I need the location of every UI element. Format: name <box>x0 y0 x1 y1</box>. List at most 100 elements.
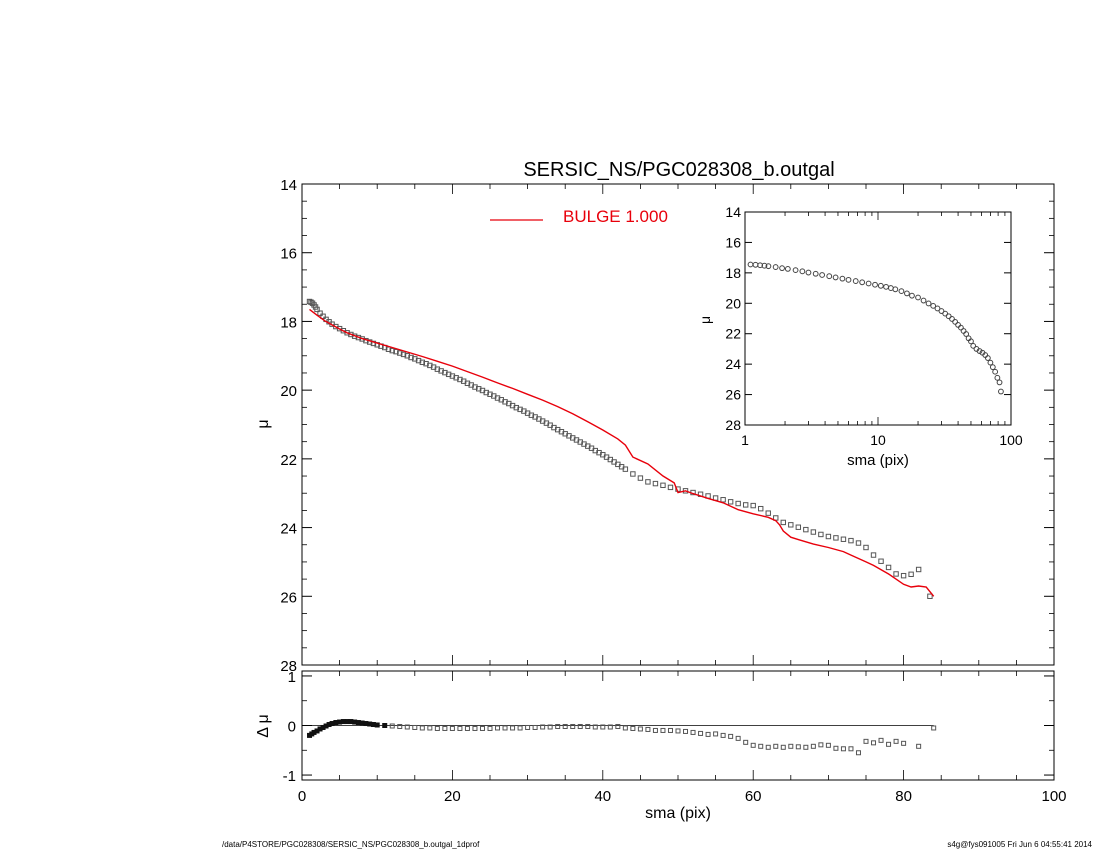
main-data-point <box>742 502 749 508</box>
residual-data-point <box>472 725 478 731</box>
residual-data-point <box>840 746 846 752</box>
inset-data-point <box>845 276 852 283</box>
main-data-point <box>750 502 756 509</box>
residual-data-point <box>374 722 380 728</box>
footer-timestamp: s4g@fys091005 Fri Jun 6 04:55:41 2014 <box>947 840 1092 849</box>
residual-data-point <box>585 723 591 729</box>
inset-data-point <box>952 318 959 325</box>
main-data-point <box>645 479 651 485</box>
residual-data-point <box>878 737 884 743</box>
residual-data-point <box>382 723 388 728</box>
residual-data-point <box>449 725 455 731</box>
inset-data-point <box>765 263 772 270</box>
footer-file-path: /data/P4STORE/PGC028308/SERSIC_NS/PGC028… <box>222 840 480 849</box>
residual-data-point <box>637 726 643 732</box>
legend-label: BULGE 1.000 <box>563 207 668 226</box>
residual-data-point <box>750 742 756 748</box>
residual-data-point <box>818 742 824 748</box>
main-data-point <box>308 299 314 305</box>
residual-data-point <box>532 724 538 730</box>
inset-data-point <box>852 278 859 284</box>
residual-data-point <box>788 743 794 749</box>
inset-data-point <box>779 265 785 272</box>
residual-data-point <box>705 731 711 737</box>
main-data-point <box>788 522 794 528</box>
inset-plot-frame <box>744 211 1012 426</box>
residual-data-point <box>773 743 779 749</box>
inset-data-point <box>909 292 915 299</box>
residual-data-point <box>795 744 801 750</box>
residual-data-point <box>698 730 704 736</box>
inset-data-point <box>877 282 884 289</box>
residual-data-point <box>412 724 418 730</box>
main-y-tick-label: 18 <box>280 314 297 331</box>
main-data-point <box>765 510 771 516</box>
residual-data-point <box>667 727 673 733</box>
residual-data-point <box>690 729 696 735</box>
main-data-point <box>803 526 809 533</box>
residual-data-point <box>577 723 583 729</box>
main-data-point <box>893 571 899 577</box>
residual-y-tick-label: -1 <box>283 768 296 785</box>
inset-data-point <box>998 388 1004 395</box>
residual-data-point <box>547 724 553 730</box>
inset-data-point <box>920 297 927 304</box>
inset-data-point <box>925 300 932 307</box>
residual-data-point <box>479 725 485 731</box>
inset-data-point <box>915 294 921 301</box>
residual-data-point <box>735 735 741 741</box>
main-data-point <box>818 531 824 538</box>
residual-data-point <box>457 725 463 731</box>
inset-y-tick-label: 14 <box>725 204 741 220</box>
residual-data-point <box>931 725 937 731</box>
main-data-point <box>885 564 892 571</box>
inset-y-tick-label: 22 <box>725 326 741 342</box>
residual-y-axis-label: Δ μ <box>255 714 272 737</box>
inset-data-point <box>976 348 983 354</box>
inset-data-point <box>968 338 974 345</box>
inset-data-point <box>799 268 806 275</box>
residual-data-point <box>675 728 681 734</box>
main-data-point <box>833 535 839 541</box>
main-data-point <box>317 310 323 316</box>
inset-x-tick-label: 10 <box>870 432 886 448</box>
residual-y-tick-label: 1 <box>288 669 296 686</box>
residual-data-point <box>607 724 613 730</box>
inset-data-point <box>996 379 1003 386</box>
residual-data-point <box>916 743 922 749</box>
residual-data-point <box>442 725 448 731</box>
inset-y-tick-label: 16 <box>725 234 741 250</box>
residual-x-tick-label: 0 <box>298 788 306 805</box>
main-data-point <box>900 572 907 579</box>
main-y-tick-label: 26 <box>280 589 297 606</box>
residual-data-point <box>404 724 410 730</box>
main-data-point <box>652 480 659 487</box>
residual-data-point <box>660 727 666 733</box>
residual-data-point <box>495 725 501 731</box>
main-tick-group: 14 16 18 20 22 24 26 28 <box>280 177 1055 675</box>
inset-y-tick-label: 24 <box>725 356 741 372</box>
inset-x-tick-label: 1 <box>741 432 749 448</box>
main-y-tick-label: 24 <box>280 521 297 538</box>
inset-data-point <box>872 281 878 288</box>
inset-data-point <box>812 270 819 277</box>
main-data-point <box>400 351 407 358</box>
residual-data-point <box>397 723 403 729</box>
residual-data-point <box>622 725 628 731</box>
inset-data-point <box>989 364 996 371</box>
main-data-point <box>758 505 764 512</box>
main-data-point <box>780 519 786 526</box>
residual-data-points <box>307 719 937 756</box>
main-y-tick-label: 16 <box>280 246 297 263</box>
main-data-point <box>915 566 922 573</box>
inset-data-point <box>805 269 812 276</box>
inset-y-tick-label: 18 <box>725 265 741 281</box>
residual-data-point <box>517 725 523 731</box>
residual-data-point <box>555 723 561 729</box>
main-data-point <box>825 533 832 540</box>
residual-data-point <box>525 724 531 730</box>
inset-data-point <box>984 355 991 361</box>
residual-data-point <box>765 744 771 750</box>
inset-data-point <box>898 288 905 295</box>
